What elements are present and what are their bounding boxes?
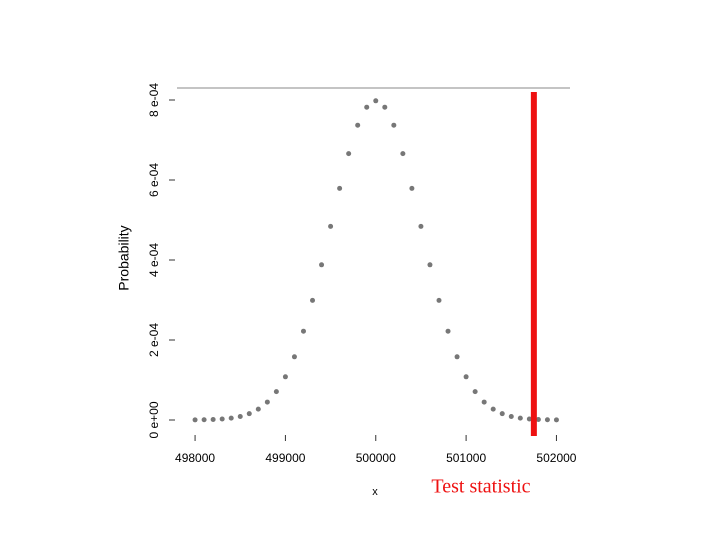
point (264, 399, 270, 405)
point (355, 122, 361, 128)
point (553, 417, 559, 423)
point (192, 417, 198, 423)
point (319, 262, 325, 268)
point (427, 262, 433, 268)
point (391, 122, 397, 128)
point (436, 297, 442, 303)
y-tick-label: 8 e-04 (147, 83, 161, 117)
x-tick-label: 499000 (265, 451, 305, 465)
point (201, 417, 207, 423)
x-tick-label: 498000 (175, 451, 215, 465)
point (535, 417, 541, 423)
point (463, 374, 469, 380)
point (445, 328, 451, 334)
point (219, 416, 225, 422)
x-axis-label: x (372, 486, 378, 498)
point (210, 417, 216, 423)
point (373, 98, 379, 104)
point (400, 151, 406, 157)
y-tick-label: 6 e-04 (147, 163, 161, 197)
point (526, 416, 532, 422)
x-tick-label: 500000 (356, 451, 396, 465)
y-tick-label: 0 e+00 (147, 401, 161, 438)
point (310, 297, 316, 303)
point (409, 185, 415, 191)
point (418, 223, 424, 229)
test-statistic-line (530, 92, 537, 436)
point (337, 185, 343, 191)
point (300, 328, 306, 334)
point (364, 104, 370, 110)
point (346, 151, 352, 157)
point (490, 406, 496, 412)
point (246, 411, 252, 417)
y-tick-label: 2 e-04 (147, 323, 161, 357)
point (517, 415, 523, 421)
y-tick-label: 4 e-04 (147, 243, 161, 277)
y-axis-label: Probability (116, 225, 132, 290)
x-tick-label: 501000 (446, 451, 486, 465)
point (472, 389, 478, 395)
point (255, 406, 261, 412)
point (328, 223, 334, 229)
annotation: Test statistic (431, 476, 530, 498)
point (237, 413, 243, 419)
x-tick-label: 502000 (536, 451, 576, 465)
point (481, 399, 487, 405)
point (273, 389, 279, 395)
point (508, 413, 514, 419)
point (291, 354, 297, 360)
point (228, 415, 234, 421)
point (282, 374, 288, 380)
point (544, 417, 550, 423)
point (454, 354, 460, 360)
point (499, 411, 505, 417)
point (382, 104, 388, 110)
